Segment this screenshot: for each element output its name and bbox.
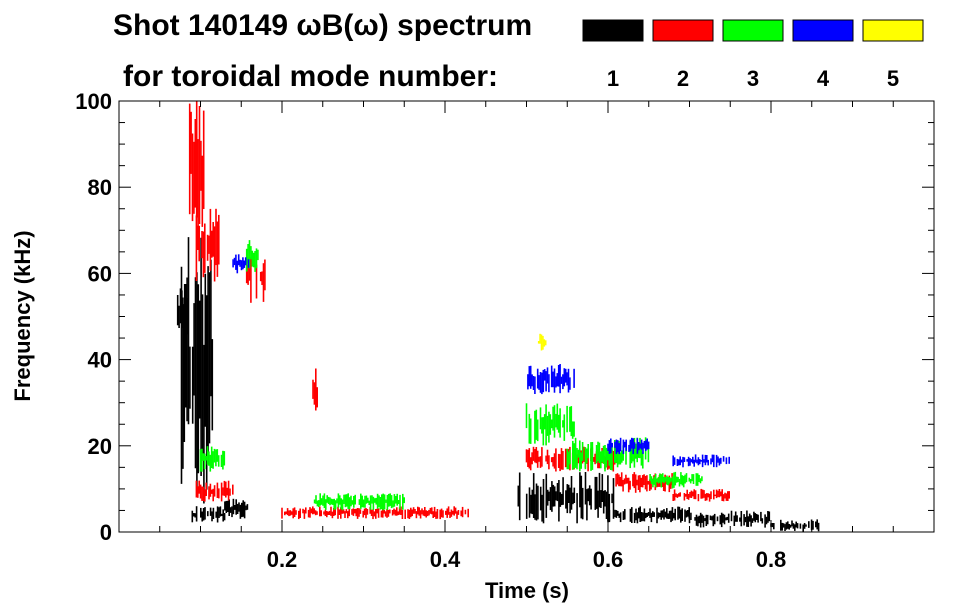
mode-blob-n=5-0 — [537, 333, 547, 351]
mode-blob-n=2-4 — [195, 480, 234, 502]
mode-blob-n=2-1 — [195, 208, 220, 282]
legend-swatch-2 — [652, 19, 714, 42]
mode-blob-n=4-2 — [607, 437, 650, 455]
series-n=4 — [232, 254, 731, 468]
legend-label-5: 5 — [887, 66, 899, 91]
mode-blob-n=4-3 — [672, 454, 731, 468]
mode-blob-n=2-3 — [312, 368, 319, 411]
y-tick-label: 0 — [100, 520, 112, 545]
series-n=5 — [537, 333, 547, 351]
mode-blob-n=3-1 — [199, 446, 226, 472]
spectrum-plot-area — [176, 101, 820, 532]
legend-swatch-3 — [722, 19, 784, 42]
chart-title-line2: for toroidal mode number: — [123, 60, 498, 93]
mode-blob-n=1-6 — [688, 510, 771, 528]
mode-blob-n=3-2 — [313, 493, 406, 511]
mode-blob-n=2-0 — [188, 101, 205, 229]
legend-swatch-5 — [862, 19, 924, 42]
mode-blob-n=3-0 — [245, 240, 259, 272]
x-tick-label: 0.8 — [756, 547, 787, 572]
legend-label-3: 3 — [747, 66, 759, 91]
mode-blob-n=3-5 — [649, 471, 703, 489]
mode-blob-n=1-5 — [607, 506, 691, 524]
x-tick-label: 0.2 — [267, 547, 298, 572]
axes: 0 20 40 60 80 100 0.2 0.4 0.6 0.8 — [75, 89, 934, 572]
legend-label-1: 1 — [607, 66, 619, 91]
mode-blob-n=1-3 — [224, 498, 249, 519]
x-axis-label: Time (s) — [485, 578, 569, 603]
series-n=2 — [188, 101, 731, 520]
mode-blob-n=1-1 — [176, 284, 189, 336]
mode-blob-n=3-3 — [525, 403, 575, 446]
chart-title-line1: Shot 140149 ωB(ω) spectrum — [113, 9, 532, 42]
y-axis-label: Frequency (kHz) — [10, 230, 35, 401]
y-tick-label: 80 — [88, 175, 112, 200]
mode-blob-n=1-0 — [180, 237, 214, 504]
mode-blob-n=2-5 — [281, 506, 470, 520]
legend: 1 2 3 4 5 — [582, 19, 924, 91]
x-tick-label: 0.6 — [593, 547, 624, 572]
mode-blob-n=4-0 — [232, 254, 250, 274]
series-n=3 — [199, 240, 703, 511]
y-tick-label: 40 — [88, 348, 112, 373]
mode-blob-n=1-4 — [517, 472, 615, 524]
series-n=1 — [176, 237, 820, 532]
legend-swatch-4 — [792, 19, 854, 42]
y-tick-label: 20 — [88, 434, 112, 459]
legend-label-4: 4 — [817, 66, 830, 91]
mode-blob-n=4-1 — [527, 364, 575, 395]
mode-blob-n=2-8 — [672, 488, 731, 502]
legend-swatch-1 — [582, 19, 644, 42]
y-tick-label: 60 — [88, 261, 112, 286]
x-tick-label: 0.4 — [430, 547, 461, 572]
plot-frame — [118, 100, 935, 533]
y-tick-label: 100 — [75, 89, 112, 114]
mode-blob-n=2-2 — [245, 257, 266, 303]
legend-label-2: 2 — [677, 66, 689, 91]
mode-blob-n=1-2 — [191, 506, 226, 523]
